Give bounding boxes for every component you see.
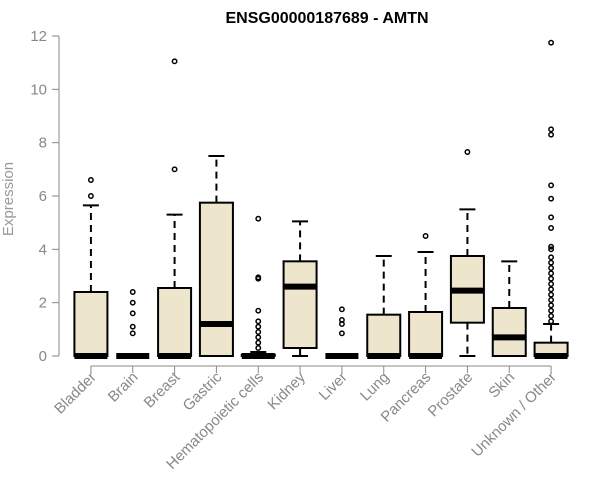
y-tick-label: 8 bbox=[39, 135, 47, 152]
outlier-point bbox=[255, 307, 262, 314]
box-iqr bbox=[157, 287, 193, 357]
outlier-point bbox=[548, 182, 555, 189]
box-iqr bbox=[73, 291, 109, 357]
x-tick-label: Bladder bbox=[51, 369, 100, 418]
outlier-point bbox=[255, 318, 262, 325]
outlier-point bbox=[255, 329, 262, 335]
outlier-point bbox=[171, 58, 178, 65]
outlier-point bbox=[548, 265, 555, 271]
box-skin bbox=[491, 260, 527, 357]
box-lung bbox=[366, 255, 402, 359]
outlier-point bbox=[129, 323, 136, 330]
box-brain bbox=[116, 289, 150, 359]
box-kidney bbox=[282, 220, 318, 357]
outlier-point bbox=[548, 313, 555, 319]
box-hematopoietic-cells bbox=[240, 215, 276, 359]
y-tick-label: 10 bbox=[30, 81, 47, 98]
box-gastric bbox=[198, 155, 234, 357]
outlier-point bbox=[548, 243, 555, 250]
outlier-point bbox=[548, 225, 555, 231]
x-tick-label: Kidney bbox=[264, 368, 309, 413]
box-breast bbox=[157, 58, 193, 359]
outlier-point bbox=[338, 306, 345, 313]
y-tick-label: 2 bbox=[39, 295, 47, 312]
y-axis-label: Expression bbox=[0, 162, 17, 236]
outlier-point bbox=[548, 318, 555, 325]
outlier-point bbox=[87, 193, 94, 199]
box-iqr bbox=[366, 313, 402, 357]
box-iqr bbox=[408, 311, 444, 357]
box-liver bbox=[325, 306, 359, 359]
outlier-point bbox=[548, 270, 555, 277]
box-iqr bbox=[282, 260, 318, 350]
y-tick-label: 12 bbox=[30, 28, 47, 45]
y-tick-label: 4 bbox=[39, 241, 47, 258]
outlier-point bbox=[548, 131, 555, 138]
outlier-point bbox=[464, 149, 471, 155]
x-tick-label: Liver bbox=[316, 369, 351, 404]
outlier-point bbox=[255, 345, 262, 351]
box-series bbox=[73, 39, 569, 359]
outlier-point bbox=[548, 297, 555, 303]
y-axis: 0 2 4 6 8 10 12 bbox=[30, 28, 60, 365]
y-tick-label: 6 bbox=[39, 188, 47, 205]
outlier-point bbox=[338, 330, 345, 337]
outlier-point bbox=[548, 286, 555, 293]
outlier-point bbox=[255, 215, 262, 222]
outlier-point bbox=[129, 299, 136, 306]
outlier-point bbox=[255, 323, 262, 330]
x-tick-label: Lung bbox=[357, 369, 393, 405]
box-iqr bbox=[198, 201, 234, 357]
outlier-point bbox=[129, 289, 136, 295]
outlier-point bbox=[338, 317, 345, 323]
x-tick-label: Brain bbox=[105, 369, 142, 406]
x-tick-label: Breast bbox=[141, 368, 184, 411]
outlier-point bbox=[548, 214, 555, 221]
outlier-point bbox=[129, 330, 136, 337]
outlier-point bbox=[548, 126, 555, 133]
x-tick-label: Prostate bbox=[425, 369, 477, 421]
outlier-point bbox=[87, 177, 94, 183]
outlier-point bbox=[548, 195, 555, 202]
outlier-point bbox=[548, 246, 555, 253]
outlier-point bbox=[129, 310, 136, 317]
box-pancreas bbox=[408, 233, 444, 359]
box-unknown-other bbox=[533, 39, 569, 359]
outlier-point bbox=[171, 166, 178, 173]
outlier-point bbox=[548, 254, 555, 261]
x-tick-label: Skin bbox=[485, 369, 518, 402]
box-iqr bbox=[491, 307, 527, 357]
chart-title: ENSG00000187689 - AMTN bbox=[225, 10, 428, 27]
y-tick-label: 0 bbox=[39, 348, 47, 365]
box-prostate bbox=[449, 149, 485, 357]
outlier-point bbox=[548, 291, 555, 298]
outlier-point bbox=[255, 334, 262, 341]
outlier-point bbox=[548, 281, 555, 287]
box-bladder bbox=[73, 177, 109, 359]
outlier-point bbox=[548, 39, 555, 46]
outlier-point bbox=[548, 302, 555, 309]
outlier-point bbox=[255, 339, 262, 346]
outlier-point bbox=[548, 275, 555, 282]
outlier-point bbox=[548, 307, 555, 314]
outlier-point bbox=[422, 233, 429, 239]
outlier-point bbox=[255, 274, 262, 281]
outlier-point bbox=[548, 259, 555, 266]
